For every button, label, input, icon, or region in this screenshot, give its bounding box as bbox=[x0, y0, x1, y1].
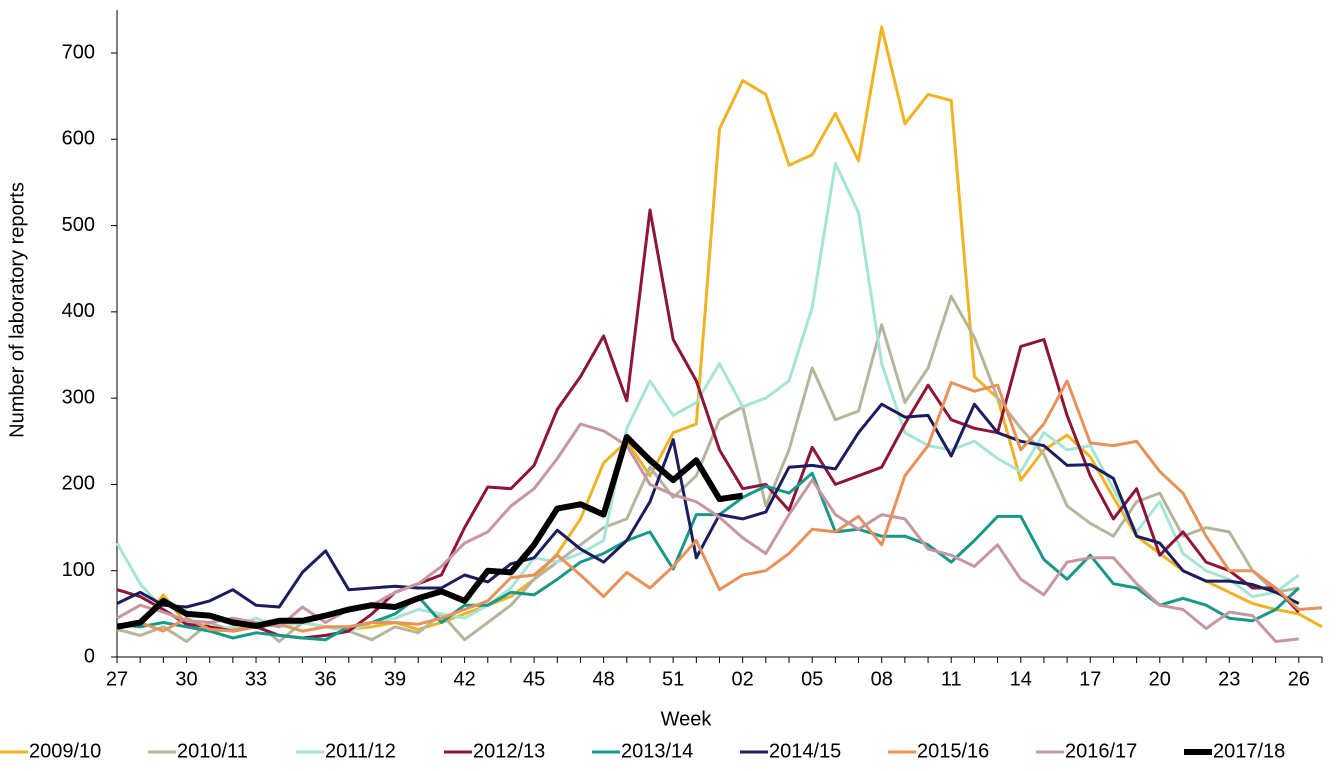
x-tick-label: 23 bbox=[1218, 668, 1240, 690]
y-tick-label: 700 bbox=[62, 41, 95, 63]
x-axis-label: Week bbox=[661, 708, 713, 730]
series-line bbox=[116, 294, 1300, 643]
legend-label: 2013/14 bbox=[621, 740, 693, 762]
legend-label: 2016/17 bbox=[1065, 740, 1137, 762]
x-tick-label: 39 bbox=[384, 668, 406, 690]
x-tick-label: 45 bbox=[523, 668, 545, 690]
x-tick-label: 33 bbox=[245, 668, 267, 690]
series-line bbox=[115, 161, 1300, 633]
x-tick-label: 17 bbox=[1079, 668, 1101, 690]
x-tick-label: 20 bbox=[1149, 668, 1171, 690]
legend-label: 2015/16 bbox=[917, 740, 989, 762]
x-tick-label: 36 bbox=[314, 668, 336, 690]
series-line bbox=[116, 379, 1323, 633]
series-line bbox=[116, 208, 1300, 640]
legend-label: 2012/13 bbox=[473, 740, 545, 762]
x-tick-label: 48 bbox=[593, 668, 615, 690]
series-line bbox=[116, 25, 1323, 633]
legend-label: 2014/15 bbox=[769, 740, 841, 762]
x-tick-label: 30 bbox=[175, 668, 197, 690]
x-tick-label: 05 bbox=[801, 668, 823, 690]
series-line bbox=[116, 422, 1299, 643]
series-line bbox=[116, 471, 1300, 642]
legend-label: 2017/18 bbox=[1213, 740, 1285, 762]
y-tick-label: 600 bbox=[62, 128, 95, 150]
x-tick-label: 02 bbox=[732, 668, 754, 690]
y-tick-label: 0 bbox=[84, 645, 95, 667]
x-tick-label: 42 bbox=[453, 668, 475, 690]
legend-label: 2010/11 bbox=[177, 740, 248, 762]
x-tick-label: 51 bbox=[662, 668, 684, 690]
legend-label: 2011/12 bbox=[325, 740, 396, 762]
y-tick-label: 200 bbox=[62, 473, 95, 495]
y-tick-label: 400 bbox=[62, 300, 95, 322]
y-tick-label: 300 bbox=[62, 386, 95, 408]
series-line bbox=[116, 434, 744, 630]
y-tick-label: 100 bbox=[62, 559, 95, 581]
x-tick-label: 08 bbox=[871, 668, 893, 690]
y-tick-label: 500 bbox=[62, 214, 95, 236]
x-tick-label: 11 bbox=[941, 668, 962, 690]
x-tick-label: 27 bbox=[106, 668, 128, 690]
y-axis-label: Number of laboratory reports bbox=[6, 182, 28, 438]
x-tick-label: 26 bbox=[1288, 668, 1310, 690]
x-tick-label: 14 bbox=[1010, 668, 1032, 690]
legend-label: 2009/10 bbox=[29, 740, 101, 762]
series-line bbox=[116, 402, 1300, 609]
